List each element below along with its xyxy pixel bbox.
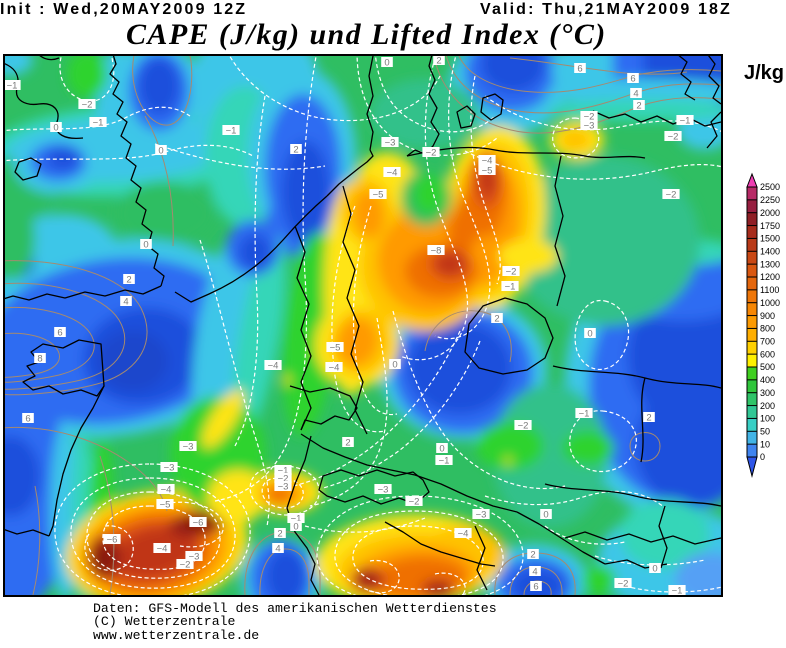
svg-text:2: 2 [126,275,131,286]
svg-text:−4: −4 [458,529,469,540]
svg-text:−2: −2 [518,421,529,432]
svg-text:4: 4 [123,297,128,308]
svg-text:−3: −3 [189,552,200,563]
svg-text:−3: −3 [378,485,389,496]
svg-text:50: 50 [760,426,770,436]
svg-text:2: 2 [436,56,441,67]
svg-text:−5: −5 [160,500,171,511]
svg-text:8: 8 [37,354,42,365]
svg-text:0: 0 [760,452,765,462]
svg-text:0: 0 [158,146,163,157]
svg-text:−1: −1 [680,116,691,127]
svg-text:0: 0 [652,564,657,575]
svg-text:1750: 1750 [760,221,780,231]
svg-text:6: 6 [533,582,538,593]
svg-text:6: 6 [577,64,582,75]
svg-text:−1: −1 [7,81,18,92]
svg-text:−1: −1 [672,586,683,596]
svg-text:0: 0 [543,510,548,521]
svg-text:0: 0 [53,123,58,134]
svg-text:−2: −2 [409,497,420,508]
svg-text:1100: 1100 [760,285,779,295]
svg-text:−8: −8 [431,246,442,257]
svg-text:−3: −3 [385,138,396,149]
svg-text:−1: −1 [579,409,590,420]
svg-text:2: 2 [345,438,350,449]
svg-text:−1: −1 [439,456,450,467]
svg-text:−2: −2 [82,100,93,111]
svg-text:2000: 2000 [760,208,780,218]
svg-text:−2: −2 [278,474,289,485]
svg-text:500: 500 [760,362,775,372]
svg-text:−6: −6 [193,518,204,529]
svg-text:−4: −4 [482,156,493,167]
svg-text:0: 0 [392,360,397,371]
svg-text:2: 2 [636,101,641,112]
svg-text:−3: −3 [476,510,487,521]
svg-text:−4: −4 [157,544,168,555]
svg-text:2500: 2500 [760,182,780,192]
svg-text:4: 4 [532,567,537,578]
svg-text:800: 800 [760,324,775,334]
svg-text:1300: 1300 [760,259,780,269]
svg-text:600: 600 [760,349,775,359]
svg-text:−1: −1 [93,118,104,129]
svg-text:0: 0 [439,444,444,455]
svg-text:−3: −3 [183,442,194,453]
svg-text:−6: −6 [107,535,118,546]
svg-text:−2: −2 [584,112,595,123]
svg-text:1200: 1200 [760,272,780,282]
svg-text:0: 0 [587,329,592,340]
svg-text:200: 200 [760,401,775,411]
svg-text:−2: −2 [668,132,679,143]
svg-text:2: 2 [293,145,298,156]
svg-text:2: 2 [277,529,282,540]
svg-text:4: 4 [633,89,638,100]
svg-text:−2: −2 [180,560,191,571]
svg-text:−5: −5 [330,343,341,354]
svg-text:6: 6 [630,74,635,85]
svg-text:−4: −4 [387,168,398,179]
svg-text:10: 10 [760,439,770,449]
svg-text:−1: −1 [291,514,302,525]
svg-text:−1: −1 [226,126,237,137]
svg-text:4: 4 [275,544,280,555]
svg-text:−4: −4 [161,485,172,496]
svg-text:300: 300 [760,388,775,398]
svg-text:6: 6 [57,328,62,339]
svg-text:1400: 1400 [760,246,780,256]
svg-text:0: 0 [384,58,389,69]
svg-text:−5: −5 [373,190,384,201]
svg-text:100: 100 [760,414,775,424]
svg-text:2250: 2250 [760,195,780,205]
svg-text:−1: −1 [278,466,289,477]
svg-text:0: 0 [143,240,148,251]
svg-text:−3: −3 [278,482,289,493]
svg-text:−3: −3 [584,121,595,132]
svg-text:400: 400 [760,375,775,385]
svg-text:900: 900 [760,311,775,321]
svg-text:−1: −1 [505,282,516,293]
svg-text:−2: −2 [426,148,437,159]
svg-text:−4: −4 [329,363,340,374]
svg-text:−2: −2 [506,267,517,278]
svg-text:0: 0 [293,522,298,533]
svg-text:−5: −5 [482,166,493,177]
svg-text:2: 2 [646,413,651,424]
svg-text:1500: 1500 [760,234,780,244]
svg-text:−2: −2 [666,190,677,201]
svg-text:6: 6 [25,414,30,425]
svg-text:700: 700 [760,336,775,346]
svg-text:1000: 1000 [760,298,780,308]
svg-text:2: 2 [530,550,535,561]
svg-text:2: 2 [494,314,499,325]
svg-text:−2: −2 [618,579,629,590]
svg-text:−3: −3 [164,463,175,474]
svg-text:−4: −4 [268,361,279,372]
